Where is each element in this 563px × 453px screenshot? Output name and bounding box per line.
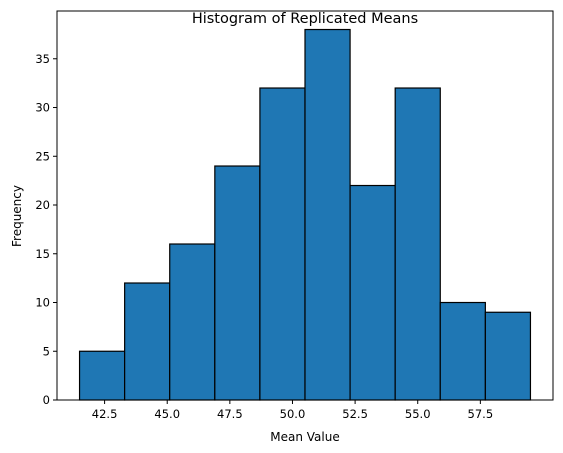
plot-frame — [56, 10, 554, 401]
y-tick-label: 20 — [35, 198, 50, 212]
x-tick-label: 55.0 — [405, 407, 431, 421]
histogram-bar — [349, 184, 396, 401]
histogram-bar — [214, 165, 261, 401]
x-tick-label: 47.5 — [217, 407, 243, 421]
histogram-bar — [169, 243, 216, 401]
y-tick-label: 10 — [35, 296, 50, 310]
y-tick-label: 35 — [35, 52, 50, 66]
y-tick-label: 15 — [35, 247, 50, 261]
y-ticks-group: 0 5 10 15 20 25 30 35 — [35, 52, 57, 407]
y-tick-label: 25 — [35, 149, 50, 163]
x-tick-label: 45.0 — [154, 407, 180, 421]
y-tick-label: 5 — [43, 344, 50, 358]
histogram-bar — [394, 87, 441, 401]
histogram-bar — [259, 87, 306, 401]
histogram-bar — [304, 28, 351, 401]
chart-title: Histogram of Replicated Means — [192, 11, 418, 27]
bars-group — [78, 28, 532, 401]
y-tick-label: 0 — [43, 393, 50, 407]
x-tick-label: 42.5 — [92, 407, 118, 421]
y-tick-label: 30 — [35, 101, 50, 115]
histogram-bar — [124, 282, 171, 401]
histogram-bar — [484, 311, 532, 401]
histogram-bar — [439, 301, 486, 401]
x-axis-label: Mean Value — [270, 430, 339, 444]
x-ticks-group: 42.5 45.0 47.5 50.0 52.5 55.0 57.5 — [92, 400, 493, 421]
x-tick-label: 50.0 — [280, 407, 306, 421]
x-tick-label: 57.5 — [468, 407, 494, 421]
histogram-bar — [78, 350, 126, 401]
x-tick-label: 52.5 — [342, 407, 368, 421]
y-axis-label: Frequency — [10, 185, 24, 247]
